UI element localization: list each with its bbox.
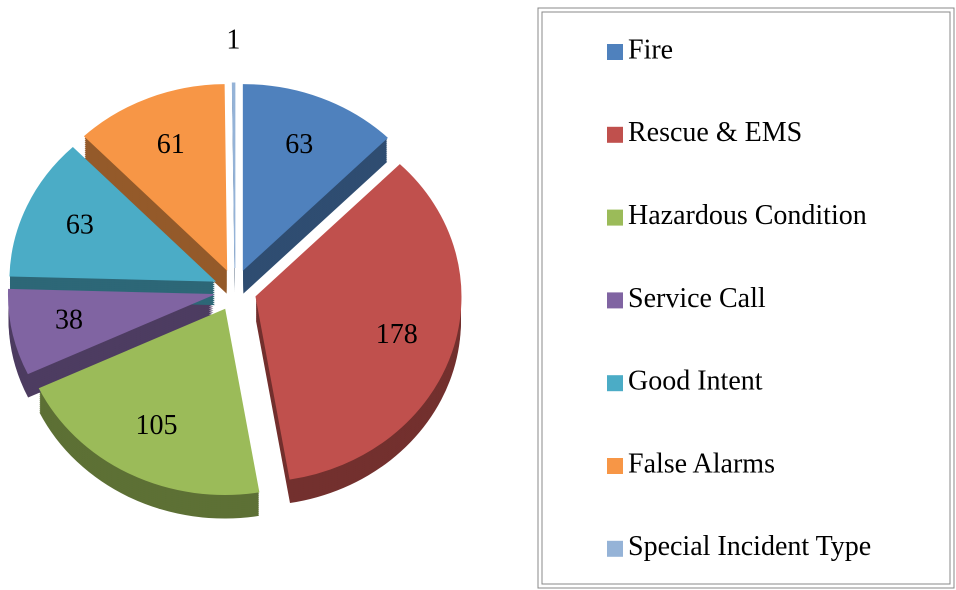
slice — [231, 82, 236, 269]
legend-swatch — [607, 540, 623, 557]
legend-swatch — [607, 126, 623, 143]
legend: Fire Rescue & EMS Hazardous Condition Servi… — [607, 34, 871, 562]
legend-swatch — [607, 44, 623, 60]
data-label: 105 — [135, 410, 177, 441]
legend-label: Service Call — [628, 283, 766, 314]
legend-swatch — [607, 375, 623, 392]
legend-label: Fire — [628, 34, 673, 65]
legend-swatch — [607, 209, 623, 226]
legend-label: Special Incident Type — [628, 531, 871, 562]
legend-frame-outer — [537, 7, 955, 589]
data-labels: 63 178 105 38 63 61 1 — [55, 25, 418, 441]
slice — [9, 147, 217, 282]
legend-swatch — [607, 458, 623, 474]
data-label: 1 — [226, 25, 240, 56]
slice — [255, 164, 462, 480]
slice — [8, 288, 214, 375]
slice — [38, 308, 260, 495]
legend-frame-inner — [541, 11, 951, 585]
legend-swatch — [607, 292, 623, 309]
data-label: 63 — [285, 129, 313, 160]
data-label: 178 — [376, 319, 418, 350]
legend-label: Good Intent — [628, 366, 763, 397]
legend-label: False Alarms — [628, 448, 775, 479]
data-label: 38 — [55, 304, 83, 335]
data-label: 63 — [66, 210, 94, 241]
slice — [83, 84, 228, 271]
legend-label: Hazardous Condition — [628, 200, 867, 231]
data-label: 61 — [157, 129, 185, 160]
legend-label: Rescue & EMS — [628, 117, 802, 148]
slices — [8, 82, 462, 495]
slice — [242, 84, 388, 271]
